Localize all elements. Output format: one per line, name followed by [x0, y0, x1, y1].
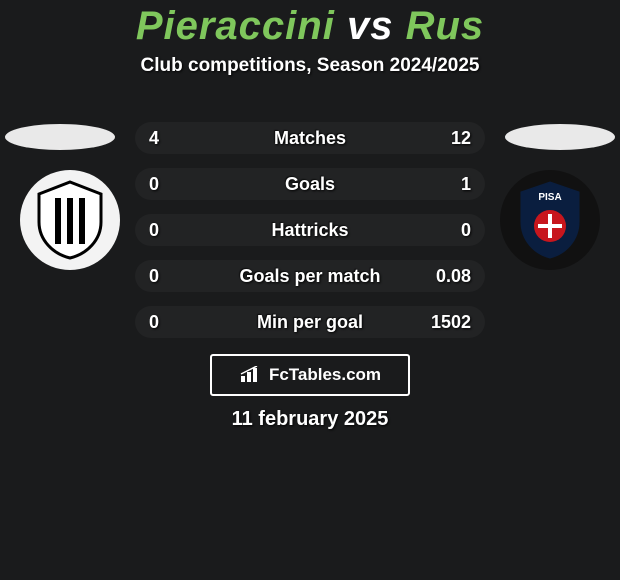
comparison-card: Pieraccini vs Rus Club competitions, Sea…: [0, 0, 620, 77]
stat-right-value: 0: [461, 220, 471, 241]
stat-row-min-per-goal: 0 Min per goal 1502: [135, 306, 485, 338]
left-club-badge: [20, 170, 120, 270]
stat-left-value: 0: [149, 266, 159, 287]
title-vs: vs: [347, 4, 394, 48]
stat-row-hattricks: 0 Hattricks 0: [135, 214, 485, 246]
stat-rows: 4 Matches 12 0 Goals 1 0 Hattricks 0 0 G…: [135, 122, 485, 352]
pisa-badge-icon: PISA: [517, 180, 583, 260]
right-club-badge: PISA: [500, 170, 600, 270]
stat-label: Matches: [274, 128, 346, 149]
stat-right-value: 0.08: [436, 266, 471, 287]
cesena-badge-icon: [35, 180, 105, 260]
stat-right-value: 1: [461, 174, 471, 195]
watermark: FcTables.com: [210, 354, 410, 396]
subtitle: Club competitions, Season 2024/2025: [0, 55, 620, 77]
stat-row-matches: 4 Matches 12: [135, 122, 485, 154]
stat-left-value: 0: [149, 174, 159, 195]
stat-label: Hattricks: [271, 220, 348, 241]
stat-row-goals: 0 Goals 1: [135, 168, 485, 200]
right-player-marker: [505, 124, 615, 150]
date-line: 11 february 2025: [0, 408, 620, 431]
stat-label: Min per goal: [257, 312, 363, 333]
stat-label: Goals: [285, 174, 335, 195]
page-title: Pieraccini vs Rus: [0, 0, 620, 49]
title-player1: Pieraccini: [136, 4, 335, 48]
stat-left-value: 0: [149, 312, 159, 333]
stat-label: Goals per match: [239, 266, 380, 287]
left-player-marker: [5, 124, 115, 150]
svg-text:PISA: PISA: [538, 192, 561, 203]
stat-right-value: 12: [451, 128, 471, 149]
title-player2: Rus: [406, 4, 485, 48]
watermark-text: FcTables.com: [269, 365, 381, 385]
stat-row-goals-per-match: 0 Goals per match 0.08: [135, 260, 485, 292]
stat-left-value: 4: [149, 128, 159, 149]
stat-right-value: 1502: [431, 312, 471, 333]
bar-chart-icon: [239, 366, 263, 384]
stat-left-value: 0: [149, 220, 159, 241]
